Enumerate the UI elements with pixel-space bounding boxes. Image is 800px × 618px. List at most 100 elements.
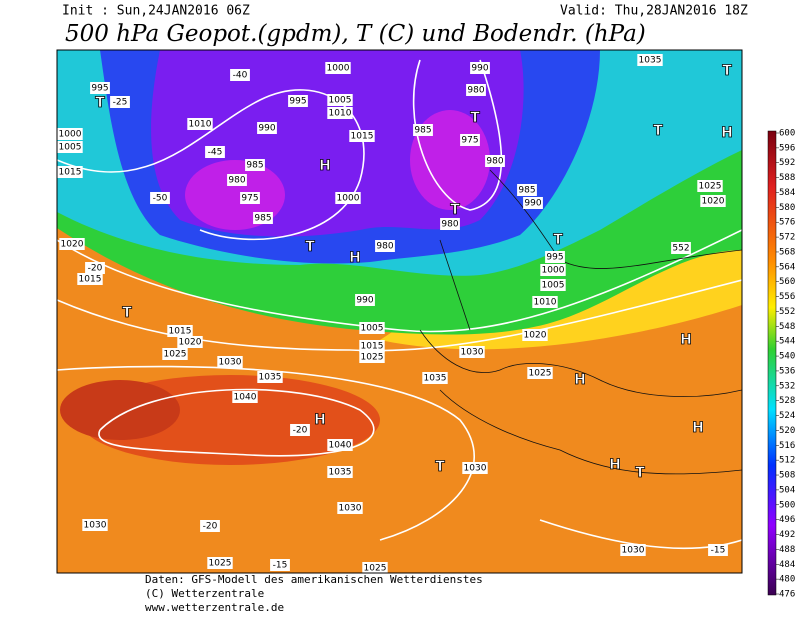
contour-label: 990	[258, 124, 275, 134]
coastline	[439, 239, 471, 331]
contour-label: 980	[441, 220, 458, 230]
label-box	[466, 84, 486, 96]
contour-label: 980	[486, 157, 503, 167]
contour-label: 1015	[169, 327, 192, 337]
contour-label: 985	[414, 126, 431, 136]
pressure-center: H	[349, 250, 361, 266]
contour-label: -25	[113, 98, 128, 108]
colorbar-label: 560	[779, 277, 795, 287]
label-box	[355, 294, 375, 306]
label-box	[82, 519, 108, 531]
colorbar-label: 548	[779, 322, 795, 332]
label-box	[90, 82, 110, 94]
contour-label: 995	[546, 253, 563, 263]
label-box	[110, 96, 130, 108]
colorbar-label: 576	[779, 218, 795, 228]
contour-label: 1000	[59, 130, 82, 140]
contour-label: 1025	[529, 369, 552, 379]
contour-label: 1025	[164, 350, 187, 360]
label-box	[288, 95, 308, 107]
label-box	[227, 174, 247, 186]
label-box	[359, 351, 385, 363]
contour-label: -50	[153, 194, 168, 204]
contour-label: 1005	[361, 324, 384, 334]
pressure-center: T	[470, 110, 480, 126]
label-box	[57, 141, 83, 153]
label-box	[205, 146, 225, 158]
pressure-center: T	[122, 305, 132, 321]
map-frame	[56, 49, 743, 574]
contour-label: 1030	[622, 546, 645, 556]
map-title: 500 hPa Geopot.(gpdm), T (C) und Bodendr…	[65, 21, 646, 47]
isobar	[57, 229, 742, 333]
pressure-center: H	[319, 158, 331, 174]
label-box	[422, 372, 448, 384]
label-box	[240, 192, 260, 204]
contour-label: 1020	[61, 240, 84, 250]
contour-label: 980	[467, 86, 484, 96]
contour-label: -20	[203, 522, 218, 532]
label-box	[177, 336, 203, 348]
colorbar-label: 504	[779, 485, 795, 495]
coastline	[419, 329, 742, 397]
label-box	[359, 322, 385, 334]
pressure-center: T	[435, 459, 445, 475]
label-box	[77, 273, 103, 285]
contour-label: 1010	[189, 120, 212, 130]
label-box	[290, 424, 310, 436]
colorbar-label: 476	[779, 590, 795, 600]
coastline	[439, 389, 742, 475]
label-box	[470, 62, 490, 74]
label-box	[253, 212, 273, 224]
colorbar-label: 500	[779, 500, 795, 510]
label-box	[460, 134, 480, 146]
label-box	[232, 391, 258, 403]
contour-label: 1030	[339, 504, 362, 514]
contour-label: 1015	[361, 342, 384, 352]
contour-label: 1010	[534, 298, 557, 308]
contour-label: 1015	[79, 275, 102, 285]
contour-label: 1025	[209, 559, 232, 569]
colorbar-label: 528	[779, 396, 795, 406]
label-box	[325, 62, 351, 74]
colorbar-label: 572	[779, 233, 795, 243]
label-box	[637, 54, 663, 66]
label-box	[485, 155, 505, 167]
pressure-center: H	[314, 412, 326, 428]
label-box	[327, 94, 353, 106]
label-box	[349, 130, 375, 142]
colorbar-ticks: 600 596 592 588 584 580 576 572 568 564 560 556 552 5…	[776, 129, 795, 600]
pressure-center: T	[722, 63, 732, 79]
contour-label: 990	[524, 199, 541, 209]
contour-label: -15	[711, 546, 726, 556]
pressure-center: H	[574, 372, 586, 388]
label-box	[327, 107, 353, 119]
colorbar	[767, 130, 777, 596]
label-box	[517, 184, 537, 196]
contour-label: 975	[241, 194, 258, 204]
colorbar-label: 480	[779, 575, 795, 585]
colorbar-label: 520	[779, 426, 795, 436]
footer-line: (C) Wetterzentrale	[145, 587, 264, 600]
contour-label: 1020	[179, 338, 202, 348]
colorbar-label: 536	[779, 366, 795, 376]
label-box	[362, 562, 388, 573]
contour-label: 1035	[259, 373, 282, 383]
label-box	[413, 124, 433, 136]
label-box	[257, 122, 277, 134]
contour-label: 1005	[542, 281, 565, 291]
label-box	[200, 520, 220, 532]
contour-label: 1000	[542, 266, 565, 276]
label-box	[671, 242, 691, 254]
label-box	[59, 238, 85, 250]
colorbar-label: 592	[779, 158, 795, 168]
colorbar-label: 568	[779, 247, 795, 257]
label-box	[459, 346, 485, 358]
label-box	[440, 218, 460, 230]
pressure-center: T	[553, 232, 563, 248]
contour-label: 1030	[84, 521, 107, 531]
colorbar-label: 540	[779, 352, 795, 362]
footer-line: Daten: GFS-Modell des amerikanischen Wet…	[145, 573, 483, 586]
label-box	[230, 69, 250, 81]
